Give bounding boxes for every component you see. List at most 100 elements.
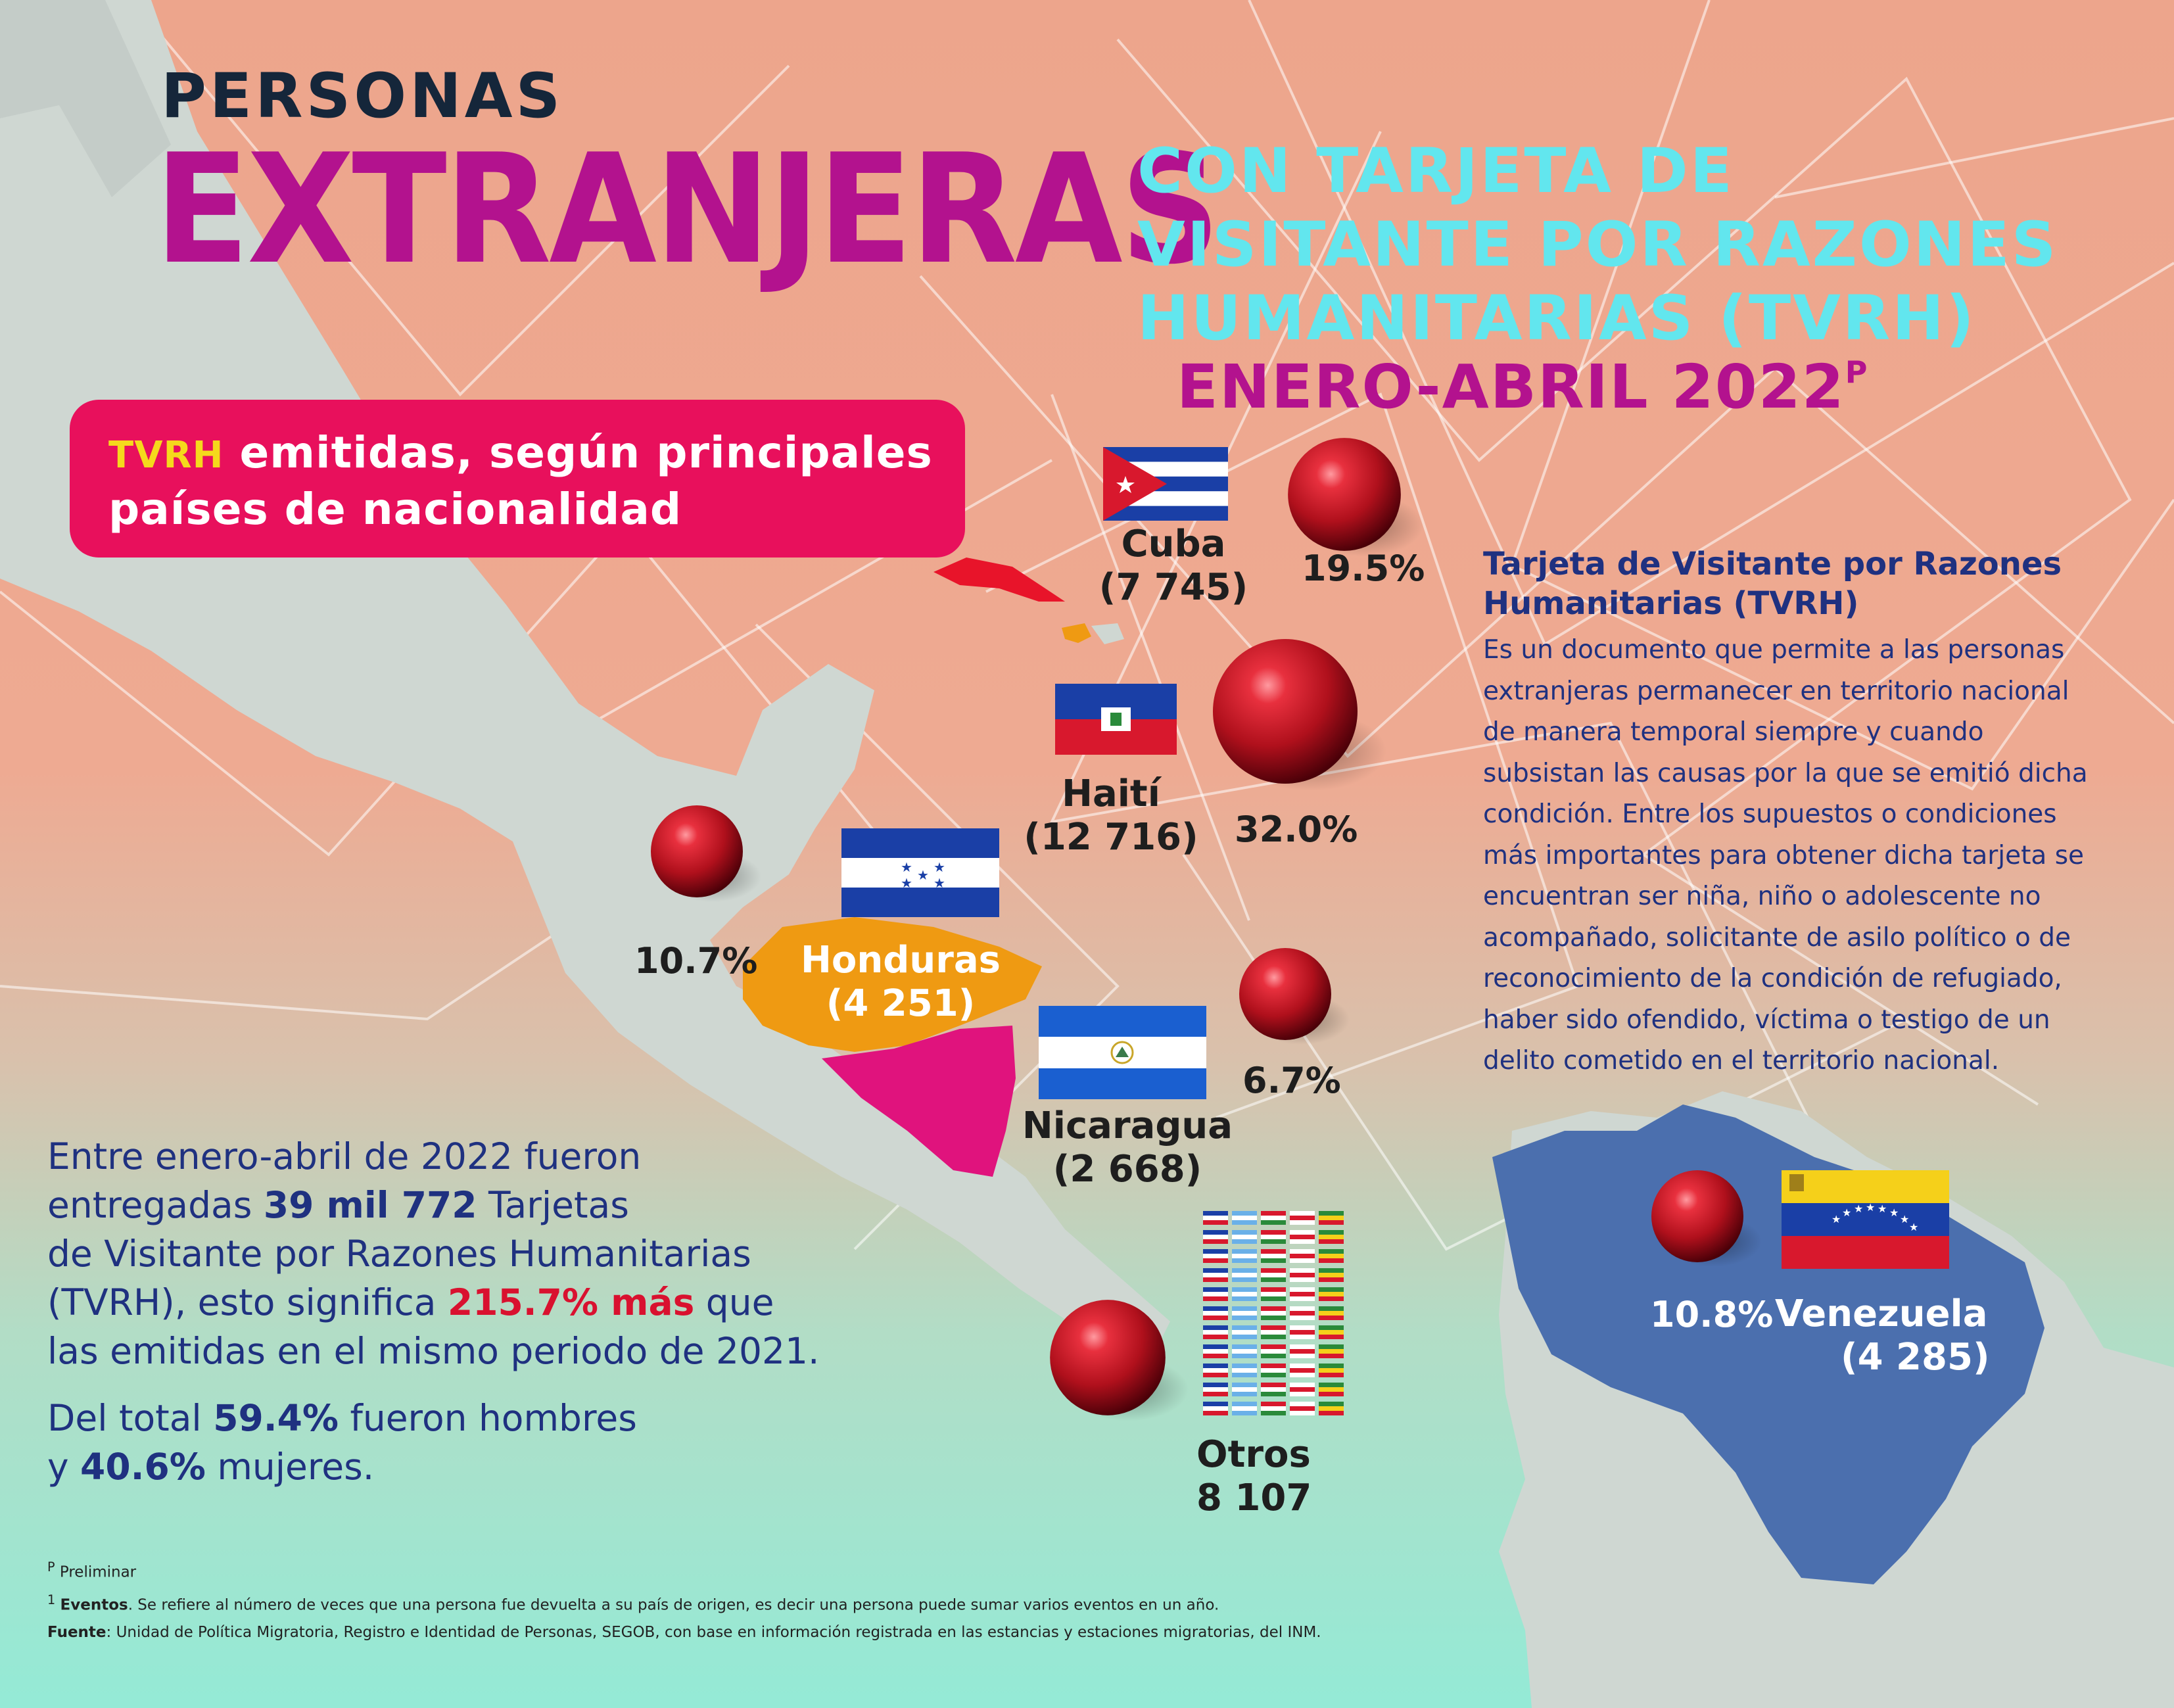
definition-line: condición. Entre los supuestos o condici… xyxy=(1483,799,2057,829)
subtitle-line-1: CON TARJETA DE xyxy=(1137,135,1734,207)
svg-text:★: ★ xyxy=(1842,1206,1851,1219)
svg-text:★: ★ xyxy=(1909,1221,1918,1233)
cuba-flag-icon xyxy=(1103,447,1228,521)
bubble-otros xyxy=(1050,1300,1166,1415)
footnote-text: Preliminar xyxy=(55,1563,137,1581)
country-value-venezuela: (4 285) xyxy=(1841,1336,1990,1379)
other-countries-flags-icon xyxy=(1203,1211,1344,1415)
chart-header-line-2: países de nacionalidad xyxy=(108,484,682,534)
country-name-otros: Otros xyxy=(1196,1433,1311,1476)
summary-text: entregadas xyxy=(47,1184,264,1226)
bubble-cuba xyxy=(1288,438,1401,551)
subtitle-line-2: VISITANTE POR RAZONES xyxy=(1137,209,2058,281)
honduras-flag-icon: ★ ★★ ★ ★ xyxy=(841,828,999,917)
definition-line: de manera temporal siempre y cuando xyxy=(1483,717,1984,747)
summary-text: mujeres. xyxy=(205,1446,375,1488)
country-value-nicaragua: (2 668) xyxy=(1052,1148,1202,1191)
svg-text:★: ★ xyxy=(933,875,945,891)
definition-line: Es un documento que permite a las person… xyxy=(1483,635,2065,665)
definition-line: extranjeras permanecer en territorio nac… xyxy=(1483,676,2069,706)
footnote-mark: P xyxy=(47,1559,55,1575)
footnote-mark: 1 xyxy=(47,1592,56,1607)
nicaragua-flag-icon xyxy=(1039,1006,1206,1099)
period-label: ENERO-ABRIL 2022P xyxy=(1177,352,1868,422)
country-value-haiti: (12 716) xyxy=(1024,816,1198,859)
summary-text: Tarjetas xyxy=(477,1184,629,1226)
label-honduras: Honduras (4 251) xyxy=(786,939,1016,1026)
definition-title-line-2: Humanitarias (TVRH) xyxy=(1483,585,1859,622)
percent-nicaragua: 6.7% xyxy=(1242,1060,1341,1101)
svg-text:★: ★ xyxy=(901,875,912,891)
summary-text: que xyxy=(694,1281,774,1323)
svg-text:★: ★ xyxy=(917,867,929,883)
summary-gender: Del total 59.4% fueron hombres y 40.6% m… xyxy=(47,1394,968,1491)
country-name-honduras: Honduras xyxy=(801,939,1001,982)
footnote-label: Eventos xyxy=(60,1596,128,1614)
definition-line: haber sido ofendido, víctima o testigo d… xyxy=(1483,1005,2050,1035)
period-text: ENERO-ABRIL 2022 xyxy=(1177,352,1845,422)
country-name-nicaragua: Nicaragua xyxy=(1022,1104,1233,1147)
definition-line: más importantes para obtener dicha tarje… xyxy=(1483,840,2085,870)
footnote-preliminary: P Preliminar xyxy=(47,1559,136,1581)
bubble-nicaragua xyxy=(1239,948,1331,1040)
summary-women-pct: 40.6% xyxy=(80,1446,206,1488)
subtitle-line-3: HUMANITARIAS (TVRH) xyxy=(1137,283,1976,354)
summary-paragraph: Entre enero-abril de 2022 fueron entrega… xyxy=(47,1132,968,1375)
bubble-haití xyxy=(1213,639,1358,784)
title-line-2: EXTRANJERAS xyxy=(154,122,1220,298)
svg-text:★: ★ xyxy=(1878,1202,1887,1215)
definition-line: encuentran ser niña, niño o adolescente … xyxy=(1483,882,2041,911)
preliminary-mark: P xyxy=(1845,354,1869,390)
definition-line: delito cometido en el territorio naciona… xyxy=(1483,1046,2000,1076)
percent-haiti: 32.0% xyxy=(1235,809,1358,850)
country-value-otros: 8 107 xyxy=(1196,1477,1312,1519)
label-haiti: Haití (12 716) xyxy=(999,772,1223,859)
label-otros: Otros 8 107 xyxy=(1196,1433,1354,1520)
summary-line: Entre enero-abril de 2022 fueron xyxy=(47,1135,642,1177)
footnote-text: : Unidad de Política Migratoria, Registr… xyxy=(106,1624,1321,1641)
chart-header-text: TVRH emitidas, según principales países … xyxy=(108,426,933,536)
venezuela-flag-icon: ★★ ★ ★ ★ ★★★ xyxy=(1782,1170,1949,1269)
svg-text:★: ★ xyxy=(1900,1213,1909,1225)
summary-growth: 215.7% más xyxy=(447,1281,695,1323)
svg-text:★: ★ xyxy=(1831,1213,1841,1225)
label-venezuela: Venezuela (4 285) xyxy=(1775,1293,2012,1379)
summary-text: (TVRH), esto significa xyxy=(47,1281,448,1323)
footnote-source: Fuente: Unidad de Política Migratoria, R… xyxy=(47,1624,1321,1641)
haiti-flag-icon xyxy=(1055,684,1177,755)
summary-men-pct: 59.4% xyxy=(213,1397,339,1439)
country-value-cuba: (7 745) xyxy=(1099,566,1248,609)
footnote-text: . Se refiere al número de veces que una … xyxy=(128,1596,1219,1614)
svg-text:★: ★ xyxy=(901,859,912,875)
svg-text:★: ★ xyxy=(1854,1202,1863,1215)
svg-text:★: ★ xyxy=(1889,1206,1899,1219)
definition-body: Es un documento que permite a las person… xyxy=(1483,630,2140,1082)
percent-honduras: 10.7% xyxy=(634,940,758,982)
summary-line: las emitidas en el mismo periodo de 2021… xyxy=(47,1330,820,1372)
footnote-events: 1 Eventos. Se refiere al número de veces… xyxy=(47,1592,1219,1614)
definition-line: reconocimiento de la condición de refugi… xyxy=(1483,964,2062,993)
chart-header-pill xyxy=(70,400,965,557)
definition-line: subsistan las causas por la que se emiti… xyxy=(1483,758,2088,788)
title-line-1: PERSONAS xyxy=(161,60,564,132)
percent-cuba: 19.5% xyxy=(1302,548,1425,589)
country-value-honduras: (4 251) xyxy=(826,982,976,1025)
summary-text: Del total xyxy=(47,1397,214,1439)
summary-total: 39 mil 772 xyxy=(263,1184,477,1226)
chart-header-line-1: emitidas, según principales xyxy=(224,427,933,478)
bubble-venezuela xyxy=(1651,1170,1743,1262)
footnote-label: Fuente xyxy=(47,1624,106,1641)
definition-title: Tarjeta de Visitante por Razones Humanit… xyxy=(1483,544,2062,623)
label-cuba: Cuba (7 745) xyxy=(1065,523,1282,609)
summary-text: y xyxy=(47,1446,81,1488)
percent-venezuela: 10.8% xyxy=(1650,1294,1774,1335)
country-name-venezuela: Venezuela xyxy=(1775,1293,1988,1335)
definition-line: acompañado, solicitante de asilo polític… xyxy=(1483,922,2071,953)
svg-text:★: ★ xyxy=(933,859,945,875)
subtitle: CON TARJETA DE VISITANTE POR RAZONES HUM… xyxy=(1137,135,2058,356)
country-name-cuba: Cuba xyxy=(1121,523,1226,565)
bubble-honduras xyxy=(651,805,743,897)
definition-title-line-1: Tarjeta de Visitante por Razones xyxy=(1483,546,2062,582)
